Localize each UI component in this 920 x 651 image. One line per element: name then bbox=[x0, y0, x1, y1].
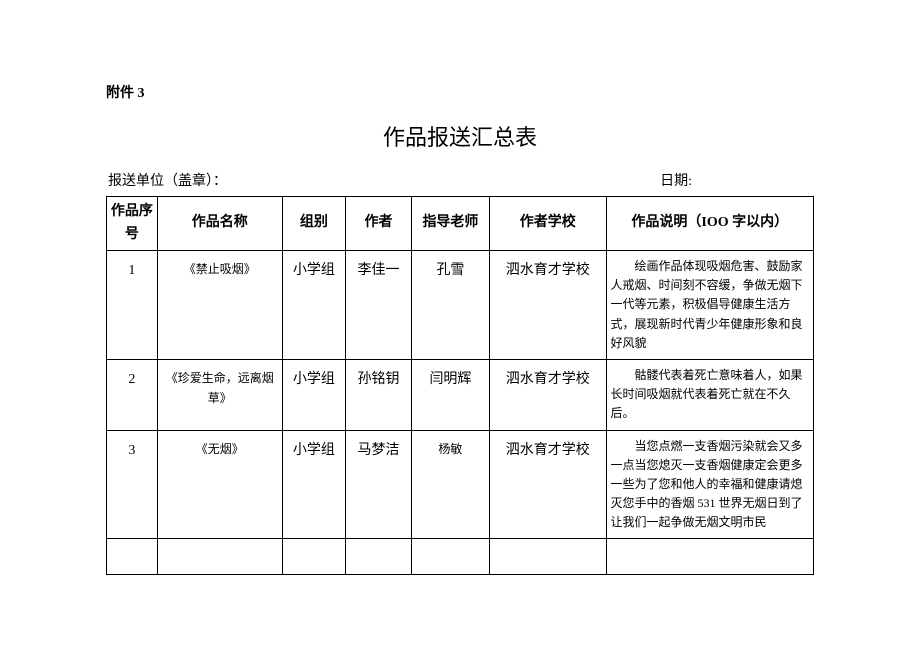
table-header-row: 作品序号 作品名称 组别 作者 指导老师 作者学校 作品说明（IOO 字以内） bbox=[107, 197, 814, 251]
cell-author: 马梦洁 bbox=[346, 430, 412, 539]
col-header-desc: 作品说明（IOO 字以内） bbox=[606, 197, 813, 251]
cell-school: 泗水育才学校 bbox=[490, 430, 606, 539]
cell-name: 《珍爱生命，远离烟草》 bbox=[157, 359, 282, 430]
cell-group: 小学组 bbox=[282, 359, 346, 430]
cell-empty bbox=[346, 539, 412, 575]
page-title: 作品报送汇总表 bbox=[106, 120, 814, 152]
col-header-teacher: 指导老师 bbox=[411, 197, 489, 251]
col-header-group: 组别 bbox=[282, 197, 346, 251]
cell-seq: 2 bbox=[107, 359, 158, 430]
cell-empty bbox=[606, 539, 813, 575]
cell-group: 小学组 bbox=[282, 430, 346, 539]
cell-school: 泗水育才学校 bbox=[490, 251, 606, 360]
col-header-author: 作者 bbox=[346, 197, 412, 251]
table-row-empty bbox=[107, 539, 814, 575]
cell-teacher: 杨敏 bbox=[411, 430, 489, 539]
cell-teacher: 闫明辉 bbox=[411, 359, 489, 430]
table-row: 1 《禁止吸烟》 小学组 李佳一 孔雪 泗水育才学校 绘画作品体现吸烟危害、鼓励… bbox=[107, 251, 814, 360]
meta-date: 日期: bbox=[660, 170, 692, 190]
cell-empty bbox=[107, 539, 158, 575]
cell-name: 《无烟》 bbox=[157, 430, 282, 539]
col-header-seq: 作品序号 bbox=[107, 197, 158, 251]
table-row: 2 《珍爱生命，远离烟草》 小学组 孙铭钥 闫明辉 泗水育才学校 骷髅代表着死亡… bbox=[107, 359, 814, 430]
cell-desc: 当您点燃一支香烟污染就会又多一点当您熄灭一支香烟健康定会更多一些为了您和他人的幸… bbox=[606, 430, 813, 539]
cell-author: 孙铭钥 bbox=[346, 359, 412, 430]
cell-empty bbox=[411, 539, 489, 575]
cell-name: 《禁止吸烟》 bbox=[157, 251, 282, 360]
cell-seq: 1 bbox=[107, 251, 158, 360]
col-header-school: 作者学校 bbox=[490, 197, 606, 251]
cell-empty bbox=[490, 539, 606, 575]
cell-group: 小学组 bbox=[282, 251, 346, 360]
cell-school: 泗水育才学校 bbox=[490, 359, 606, 430]
cell-desc: 绘画作品体现吸烟危害、鼓励家人戒烟、时间刻不容缓，争做无烟下一代等元素，积极倡导… bbox=[606, 251, 813, 360]
cell-empty bbox=[282, 539, 346, 575]
attachment-label: 附件 3 bbox=[106, 82, 814, 102]
meta-row: 报送单位（盖章）： 日期: bbox=[106, 170, 814, 190]
col-header-name: 作品名称 bbox=[157, 197, 282, 251]
table-row: 3 《无烟》 小学组 马梦洁 杨敏 泗水育才学校 当您点燃一支香烟污染就会又多一… bbox=[107, 430, 814, 539]
cell-desc: 骷髅代表着死亡意味着人，如果长时间吸烟就代表着死亡就在不久后。 bbox=[606, 359, 813, 430]
cell-seq: 3 bbox=[107, 430, 158, 539]
cell-empty bbox=[157, 539, 282, 575]
summary-table: 作品序号 作品名称 组别 作者 指导老师 作者学校 作品说明（IOO 字以内） … bbox=[106, 196, 814, 575]
cell-author: 李佳一 bbox=[346, 251, 412, 360]
meta-unit: 报送单位（盖章）： bbox=[108, 170, 227, 190]
cell-teacher: 孔雪 bbox=[411, 251, 489, 360]
